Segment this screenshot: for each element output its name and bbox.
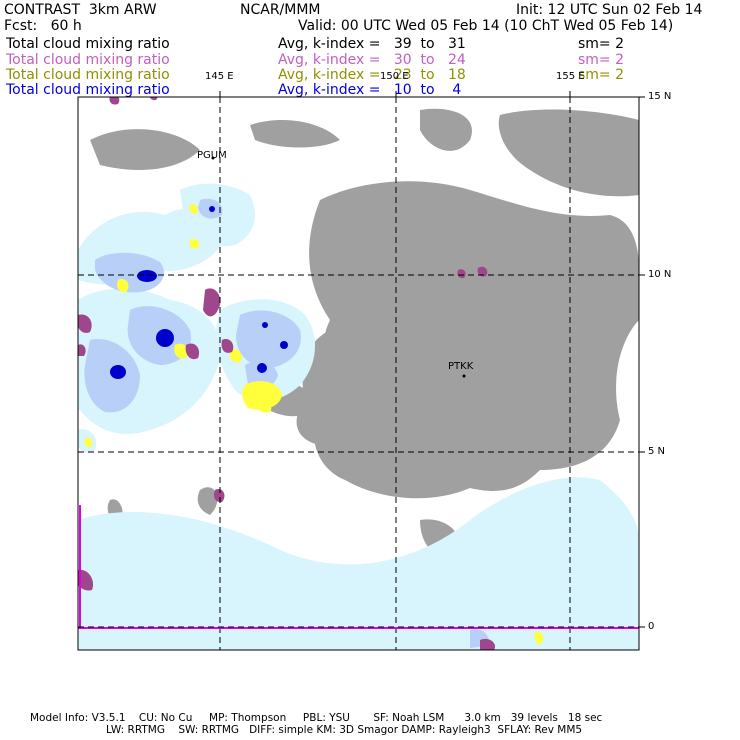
lon-label-155e: 155 E bbox=[556, 71, 585, 82]
station-ptkk-marker bbox=[462, 374, 466, 378]
legend-field-2: Total cloud mixing ratio bbox=[6, 52, 170, 68]
map-frame bbox=[77, 96, 640, 651]
lat-label-5n: 5 N bbox=[648, 446, 666, 457]
lon-label-150e: 150 E bbox=[380, 71, 409, 82]
legend-stat-3: Avg, k-index = 23 to 18 bbox=[278, 67, 466, 83]
equator-line bbox=[78, 505, 639, 629]
legend-stat-1: Avg, k-index = 39 to 31 bbox=[278, 36, 466, 52]
low-cloud-layer bbox=[84, 204, 544, 644]
lon-label-145e: 145 E bbox=[205, 71, 234, 82]
model-title: CONTRAST 3km ARW bbox=[4, 2, 157, 18]
convective-core-layer bbox=[110, 206, 288, 379]
model-info-line-2: LW: RRTMG SW: RRTMG DIFF: simple KM: 3D … bbox=[106, 724, 583, 736]
valid-time: Valid: 00 UTC Wed 05 Feb 14 (10 ChT Wed … bbox=[298, 18, 674, 34]
legend-stat-2: Avg, k-index = 30 to 24 bbox=[278, 52, 466, 68]
forecast-hour: Fcst: 60 h bbox=[4, 18, 82, 34]
legend-sm-3: sm= 2 bbox=[578, 67, 625, 83]
init-time: Init: 12 UTC Sun 02 Feb 14 bbox=[516, 2, 703, 18]
station-pgum-label: PGUM bbox=[197, 150, 227, 161]
station-pgum-marker bbox=[211, 156, 215, 160]
lat-label-0: 0 bbox=[648, 621, 655, 632]
legend-field-4: Total cloud mixing ratio bbox=[6, 82, 170, 98]
mid-cloud-layer bbox=[78, 97, 496, 650]
legend-sm-2: sm= 2 bbox=[578, 52, 625, 68]
station-ptkk-label: PTKK bbox=[448, 361, 474, 372]
lat-label-10n: 10 N bbox=[648, 269, 672, 280]
model-info-line-1: Model Info: V3.5.1 CU: No Cu MP: Thompso… bbox=[30, 712, 603, 724]
legend-field-3: Total cloud mixing ratio bbox=[6, 67, 170, 83]
legend-stat-4: Avg, k-index = 10 to 4 bbox=[278, 82, 462, 98]
legend-field-1: Total cloud mixing ratio bbox=[6, 36, 170, 52]
lat-label-15n: 15 N bbox=[648, 91, 672, 102]
legend-sm-1: sm= 2 bbox=[578, 36, 625, 52]
org-label: NCAR/MMM bbox=[240, 2, 321, 18]
graticule bbox=[78, 97, 639, 650]
